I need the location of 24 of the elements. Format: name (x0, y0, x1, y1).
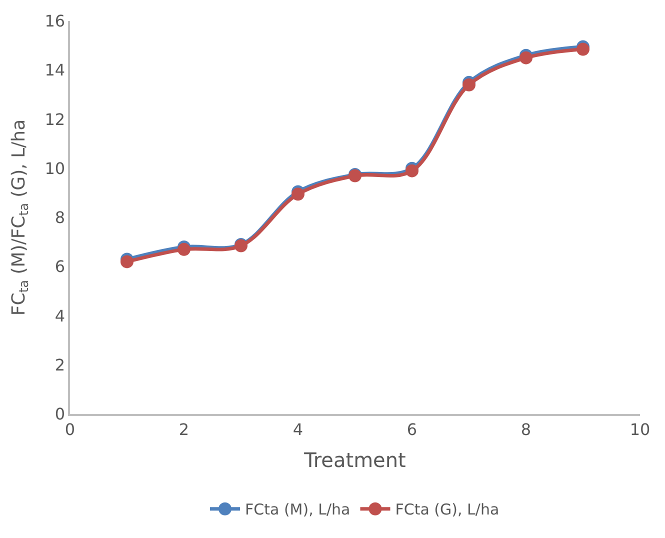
x-tick-label: 8 (520, 420, 532, 439)
x-tick-label: 2 (178, 420, 190, 439)
x-tick-label: 6 (406, 420, 418, 439)
y-tick-label: 8 (54, 208, 66, 228)
x-axis-title: Treatment (303, 448, 406, 472)
point (520, 51, 532, 64)
y-tick-label: 4 (54, 306, 66, 326)
y-tick-label: 16 (44, 12, 66, 31)
point (178, 242, 190, 256)
point (462, 78, 476, 92)
x-tick-label: 4 (292, 420, 304, 439)
y-tick-label: 2 (54, 355, 66, 374)
point (292, 188, 304, 201)
legend-label: FCta (M), L/ha (245, 500, 350, 519)
x-tick-label: 10 (630, 420, 650, 439)
y-tick-label: 10 (44, 158, 66, 178)
point (406, 164, 418, 178)
point (576, 42, 590, 56)
y-tick-label: 14 (44, 60, 66, 80)
y-tick-label: 6 (54, 257, 66, 276)
y-tick-label: 0 (54, 404, 66, 424)
point (120, 255, 134, 268)
legend-label: FCta (G), L/ha (395, 500, 500, 519)
y-tick-label: 12 (44, 110, 66, 129)
